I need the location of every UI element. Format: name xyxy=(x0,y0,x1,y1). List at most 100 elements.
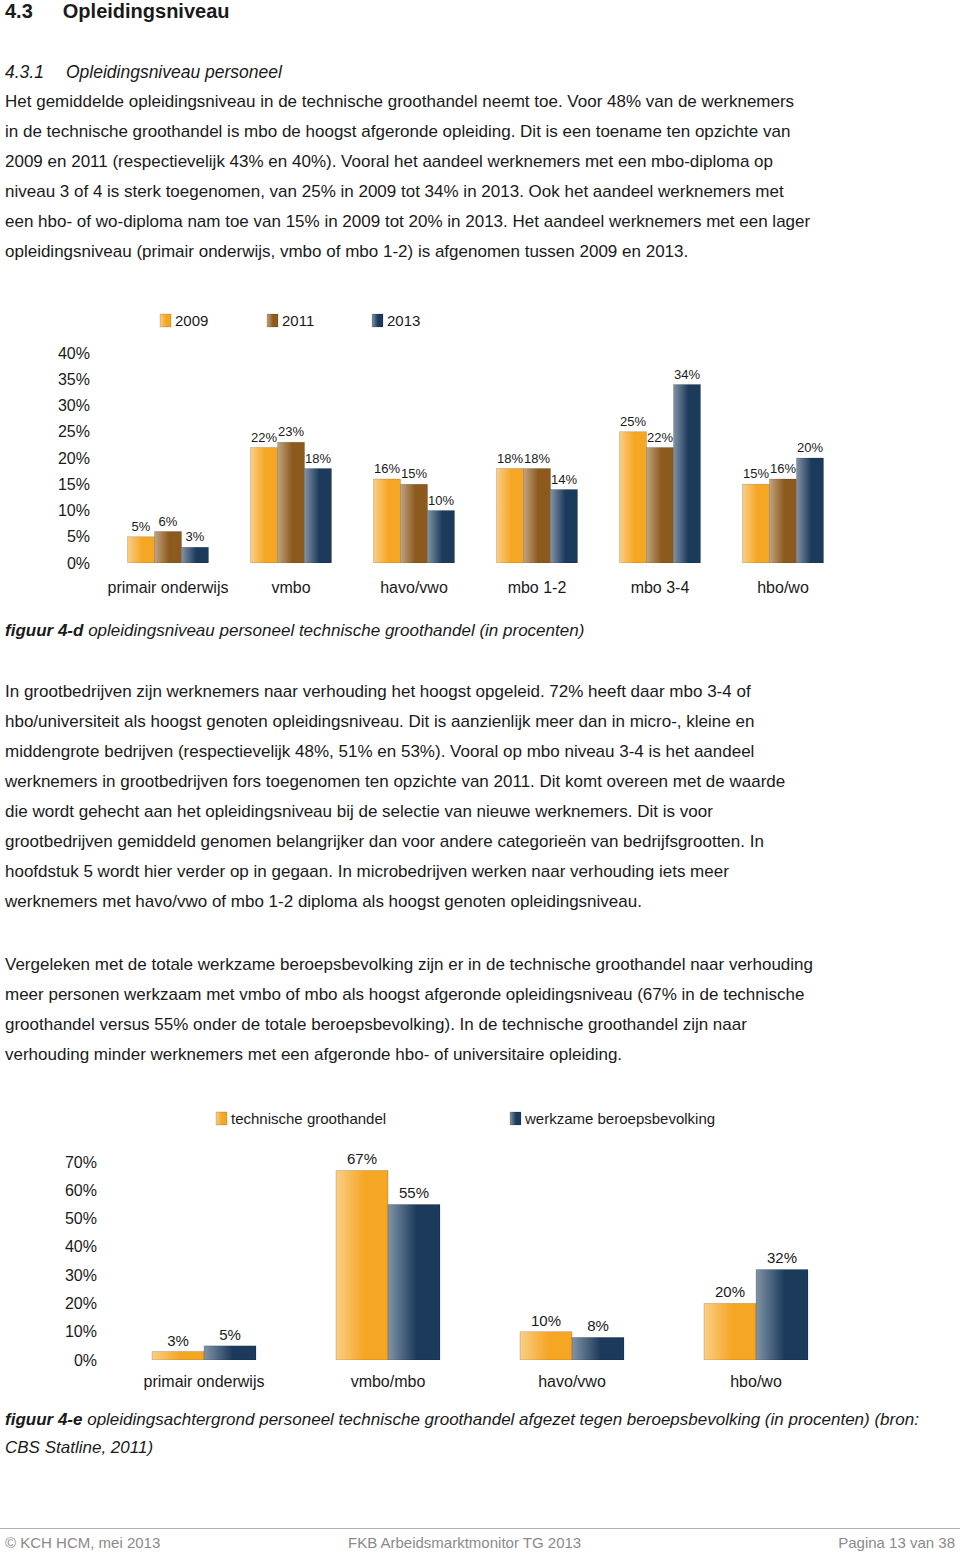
data-label: 10% xyxy=(531,1312,561,1329)
data-labels: 3%67%10%20%5%55%8%32% xyxy=(167,1150,797,1348)
data-label: 20% xyxy=(715,1283,745,1300)
heading-title: Opleidingsniveau xyxy=(63,0,230,22)
legend-label: technische groothandel xyxy=(231,1110,386,1127)
data-label: 22% xyxy=(251,430,277,445)
bar xyxy=(674,385,701,564)
bar xyxy=(520,1332,572,1360)
page: 4.3Opleidingsniveau 4.3.1 Opleidingsniveau… xyxy=(0,0,960,1554)
y-tick-label: 40% xyxy=(65,1238,97,1255)
data-label: 5% xyxy=(132,519,151,534)
bar xyxy=(743,484,770,563)
legend-swatch xyxy=(216,1112,227,1125)
paragraph-line: Vergeleken met de totale werkzame beroep… xyxy=(5,950,960,980)
bar xyxy=(770,479,797,563)
y-tick-label: 5% xyxy=(67,528,90,545)
legend: technische groothandelwerkzame beroepsbe… xyxy=(216,1110,715,1127)
y-tick-label: 30% xyxy=(58,397,90,414)
data-labels: 5%22%16%18%25%15%6%23%15%18%22%16%3%18%1… xyxy=(132,367,824,545)
paragraph-line: in de technische groothandel is mbo de h… xyxy=(5,117,960,147)
bar xyxy=(388,1204,440,1360)
footer-center: FKB Arbeidsmarktmonitor TG 2013 xyxy=(348,1533,581,1553)
data-label: 67% xyxy=(347,1150,377,1167)
paragraph: Vergeleken met de totale werkzame beroep… xyxy=(5,950,960,1070)
y-tick-label: 20% xyxy=(58,450,90,467)
x-tick-label: hbo/wo xyxy=(757,579,809,596)
paragraph-line: werknemers in grootbedrijven fors toegen… xyxy=(5,767,960,797)
paragraph-line: hbo/universiteit als hoogst genoten ople… xyxy=(5,707,960,737)
footer-left: © KCH HCM, mei 2013 xyxy=(5,1533,160,1553)
data-label: 10% xyxy=(428,493,454,508)
x-tick-label: hbo/wo xyxy=(730,1373,782,1390)
bar xyxy=(128,537,155,563)
legend-swatch xyxy=(160,314,171,327)
bar xyxy=(620,432,647,563)
paragraph-line: die wordt gehecht aan het opleidingsnive… xyxy=(5,797,960,827)
data-label: 18% xyxy=(305,451,331,466)
paragraph-line: opleidingsniveau (primair onderwijs, vmb… xyxy=(5,237,960,267)
page-body: 4.3Opleidingsniveau 4.3.1 Opleidingsniveau… xyxy=(0,0,960,1554)
paragraph-line: grootbedrijven gemiddeld genomen belangr… xyxy=(5,827,960,857)
data-label: 8% xyxy=(587,1317,609,1334)
bar xyxy=(647,448,674,564)
data-label: 3% xyxy=(167,1332,189,1349)
bar xyxy=(497,469,524,564)
y-tick-label: 50% xyxy=(65,1210,97,1227)
data-label: 18% xyxy=(497,451,523,466)
y-tick-label: 0% xyxy=(74,1352,97,1369)
legend: 200920112013 xyxy=(160,312,420,329)
bar xyxy=(756,1269,808,1360)
bar xyxy=(374,479,401,563)
figure-caption: figuur 4-d opleidingsniveau personeel te… xyxy=(5,617,945,645)
data-label: 55% xyxy=(399,1184,429,1201)
paragraph: Het gemiddelde opleidingsniveau in de te… xyxy=(5,87,960,267)
x-tick-label: havo/vwo xyxy=(380,579,448,596)
y-tick-label: 20% xyxy=(65,1295,97,1312)
bar xyxy=(797,458,824,563)
y-tick-label: 60% xyxy=(65,1182,97,1199)
bar xyxy=(152,1352,204,1360)
x-tick-label: primair onderwijs xyxy=(144,1373,265,1390)
data-label: 16% xyxy=(374,461,400,476)
bar xyxy=(551,490,578,564)
data-label: 3% xyxy=(186,529,205,544)
legend-swatch xyxy=(372,314,383,327)
paragraph-line: groothandel versus 55% onder de totale b… xyxy=(5,1010,960,1040)
bar xyxy=(572,1337,624,1360)
y-tick-label: 0% xyxy=(67,555,90,572)
data-label: 20% xyxy=(797,440,823,455)
bar xyxy=(204,1346,256,1360)
x-tick-label: vmbo xyxy=(271,579,310,596)
paragraph: In grootbedrijven zijn werknemers naar v… xyxy=(5,677,960,917)
bar xyxy=(428,511,455,564)
subheading-number: 4.3.1 xyxy=(5,62,44,82)
bar xyxy=(336,1170,388,1360)
legend-swatch xyxy=(510,1112,521,1125)
bar xyxy=(251,448,278,564)
paragraph-line: Het gemiddelde opleidingsniveau in de te… xyxy=(5,87,960,117)
section-heading: 4.3Opleidingsniveau xyxy=(5,0,230,22)
bar xyxy=(305,469,332,564)
y-tick-label: 30% xyxy=(65,1267,97,1284)
paragraph-line: In grootbedrijven zijn werknemers naar v… xyxy=(5,677,960,707)
bar xyxy=(524,469,551,564)
data-label: 25% xyxy=(620,414,646,429)
bar xyxy=(155,532,182,564)
paragraph-line: niveau 3 of 4 is sterk toegenomen, van 2… xyxy=(5,177,960,207)
x-tick-label: mbo 1-2 xyxy=(508,579,567,596)
y-tick-label: 35% xyxy=(58,371,90,388)
bars xyxy=(128,385,824,564)
caption-label: figuur 4-d xyxy=(5,621,83,640)
y-tick-label: 15% xyxy=(58,476,90,493)
data-label: 14% xyxy=(551,472,577,487)
data-label: 34% xyxy=(674,367,700,382)
y-tick-label: 10% xyxy=(65,1323,97,1340)
data-label: 18% xyxy=(524,451,550,466)
y-tick-label: 70% xyxy=(65,1154,97,1171)
data-label: 16% xyxy=(770,461,796,476)
x-tick-label: vmbo/mbo xyxy=(351,1373,426,1390)
footer-right: Pagina 13 van 38 xyxy=(838,1533,955,1553)
caption-text: opleidingsniveau personeel technische gr… xyxy=(88,621,584,640)
legend-label: 2013 xyxy=(387,312,420,329)
paragraph-line: 2009 en 2011 (respectievelijk 43% en 40%… xyxy=(5,147,960,177)
paragraph-line: middengrote bedrijven (respectievelijk 4… xyxy=(5,737,960,767)
